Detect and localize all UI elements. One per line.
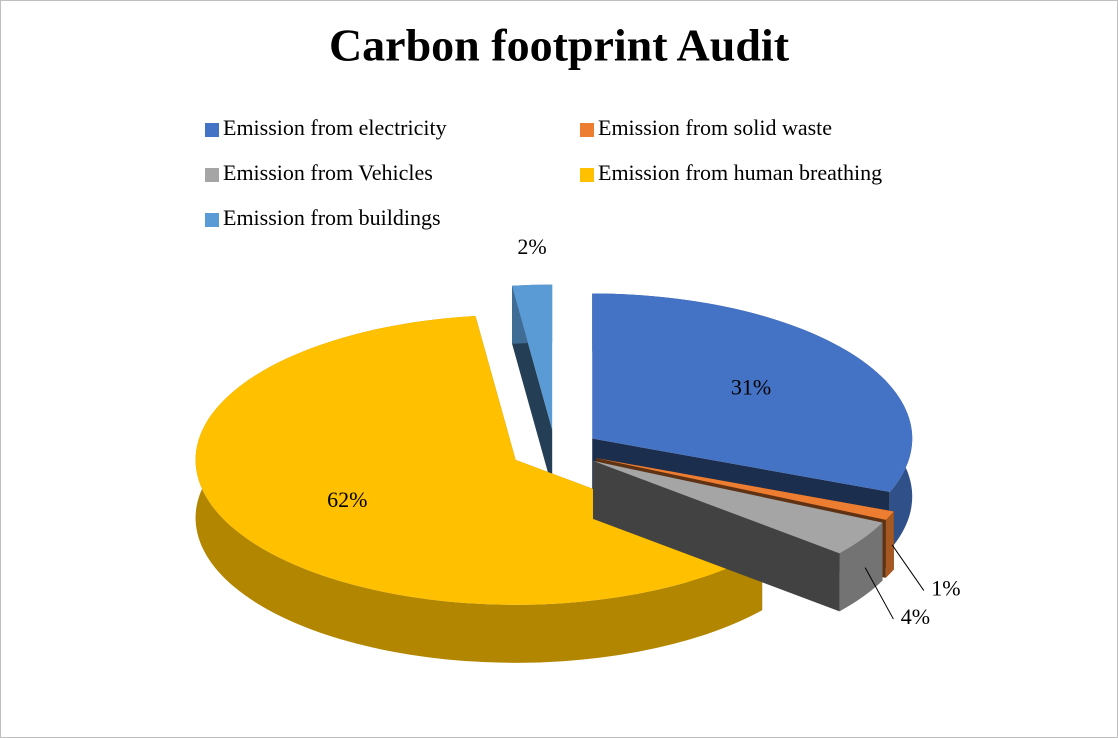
legend-swatch (205, 213, 219, 227)
data-label: 2% (517, 234, 546, 259)
data-label: 31% (731, 375, 771, 400)
slice-side (592, 460, 840, 612)
legend-label: Emission from human breathing (598, 160, 882, 185)
data-label: 62% (327, 487, 367, 512)
slice (512, 284, 553, 430)
legend-swatch (205, 168, 219, 182)
data-label: 1% (931, 576, 960, 601)
legend-swatch (580, 168, 594, 182)
leader-line (891, 544, 925, 591)
slice-side (839, 522, 883, 612)
legend-label: Emission from buildings (223, 205, 441, 230)
chart-title: Carbon footprint Audit (329, 20, 790, 71)
leader-line (864, 567, 894, 620)
slice (592, 460, 883, 554)
legend-label: Emission from solid waste (598, 115, 832, 140)
slice (596, 458, 894, 520)
slice (592, 293, 913, 492)
slice (195, 315, 763, 605)
slice-side (195, 315, 763, 663)
legend-swatch (205, 123, 219, 137)
legend-swatch (580, 123, 594, 137)
data-label: 4% (901, 604, 930, 629)
legend-label: Emission from electricity (223, 115, 447, 140)
slice-side (885, 511, 894, 578)
legend-label: Emission from Vehicles (223, 160, 433, 185)
